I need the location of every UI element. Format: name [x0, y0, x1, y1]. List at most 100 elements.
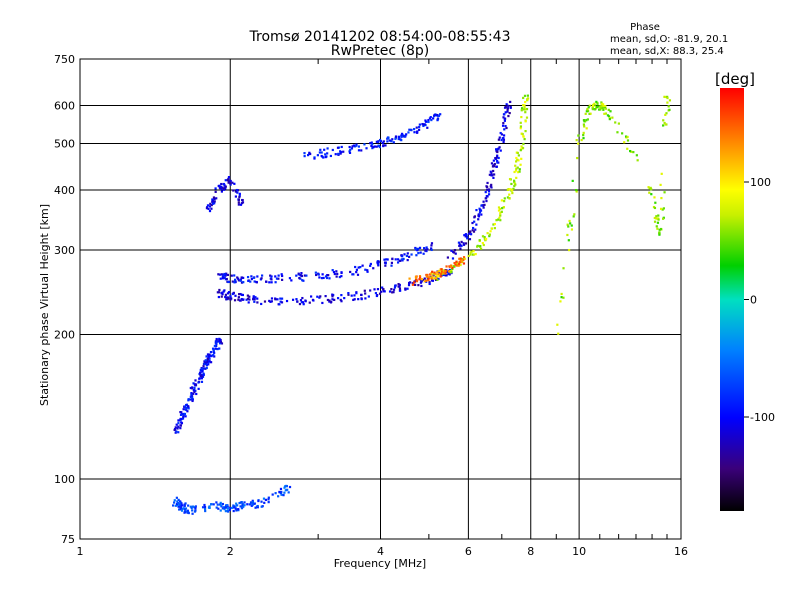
echo-point	[493, 162, 496, 166]
echo-point	[176, 501, 180, 505]
echo-point	[430, 272, 433, 275]
echo-point	[454, 263, 457, 266]
echo-point	[367, 295, 370, 298]
echo-point	[314, 271, 317, 274]
echo-point	[208, 360, 211, 363]
echo-point	[498, 216, 501, 219]
echo-point	[418, 128, 421, 131]
echo-point	[427, 278, 430, 282]
echo-point	[463, 257, 467, 260]
echo-point	[219, 277, 222, 280]
echo-point	[458, 257, 461, 260]
echo-point	[464, 235, 467, 238]
echo-point	[382, 140, 385, 143]
echo-point	[357, 145, 361, 148]
echo-point	[235, 188, 238, 192]
echo-point	[648, 191, 651, 194]
echo-point	[276, 298, 279, 301]
echo-point	[428, 282, 431, 286]
echo-point	[175, 430, 178, 433]
echo-point	[324, 275, 328, 278]
echo-point	[664, 113, 667, 116]
echo-point	[424, 249, 427, 252]
echo-point	[668, 108, 671, 111]
echo-point	[230, 274, 233, 277]
echo-point	[666, 96, 669, 100]
echo-point	[242, 505, 245, 508]
echo-point	[662, 119, 665, 122]
echo-point	[219, 509, 222, 512]
echo-point	[472, 253, 475, 256]
echo-point	[193, 390, 196, 394]
echo-point	[353, 145, 357, 148]
echo-point	[274, 298, 277, 301]
echo-point	[434, 114, 437, 117]
echo-point	[440, 268, 443, 271]
echo-point	[398, 283, 401, 287]
echo-point	[334, 153, 337, 156]
echo-point	[237, 298, 240, 301]
echo-point	[407, 131, 410, 134]
echo-point	[270, 278, 273, 281]
echo-point	[249, 501, 253, 504]
echo-point	[486, 195, 489, 198]
echo-point	[262, 497, 266, 500]
echo-point	[521, 146, 525, 150]
echo-point	[364, 292, 367, 295]
echo-point	[378, 138, 382, 142]
echo-point	[240, 507, 244, 510]
echo-point	[557, 332, 560, 335]
echo-point	[485, 188, 489, 191]
echo-point	[418, 276, 422, 279]
echo-point	[571, 179, 574, 182]
echo-point	[609, 110, 612, 113]
echo-point	[219, 342, 222, 345]
echo-point	[189, 398, 192, 401]
echo-point	[187, 407, 190, 410]
echo-point	[224, 179, 227, 182]
echo-point	[602, 103, 605, 106]
echo-point	[299, 299, 303, 302]
echo-point	[308, 301, 311, 304]
x-tick-label: 8	[527, 545, 534, 558]
echo-point	[224, 273, 227, 276]
echo-point	[218, 338, 221, 341]
echo-point	[308, 151, 311, 154]
echo-point	[478, 211, 482, 214]
echo-point	[250, 277, 253, 281]
echo-point	[372, 146, 375, 149]
echo-point	[208, 357, 211, 360]
echo-point	[379, 140, 383, 143]
echo-point	[418, 246, 422, 249]
echo-point	[519, 127, 522, 130]
echo-point	[317, 273, 320, 276]
echo-point	[313, 157, 316, 160]
echo-point	[250, 275, 253, 278]
echo-point	[464, 233, 468, 236]
echo-point	[462, 243, 466, 246]
echo-point	[488, 233, 491, 236]
echo-point	[666, 101, 669, 104]
echo-point	[175, 496, 178, 499]
echo-point	[340, 293, 343, 297]
echo-point	[225, 296, 228, 299]
echo-point	[223, 289, 226, 292]
echo-point	[436, 119, 439, 122]
echo-point	[295, 298, 298, 301]
echo-point	[583, 120, 586, 123]
echo-point	[460, 259, 463, 262]
echo-point	[499, 212, 502, 215]
echo-point	[369, 142, 372, 145]
echo-point	[492, 159, 495, 162]
echo-point	[336, 146, 340, 149]
echo-point	[370, 141, 373, 144]
echo-point	[248, 295, 251, 298]
echo-point	[493, 227, 496, 230]
echo-point	[300, 301, 303, 304]
echo-point	[240, 297, 243, 301]
echo-point	[502, 134, 506, 137]
echo-point	[190, 395, 194, 398]
echo-point	[211, 198, 214, 201]
echo-point	[213, 197, 216, 201]
echo-point	[588, 104, 591, 107]
